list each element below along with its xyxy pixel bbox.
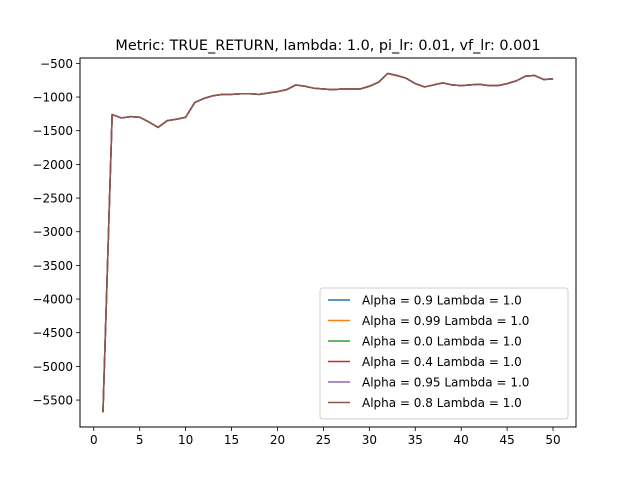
legend-label: Alpha = 0.99 Lambda = 1.0 xyxy=(362,314,529,328)
series-line xyxy=(102,72,554,413)
x-tick-label: 50 xyxy=(545,433,560,447)
legend-label: Alpha = 0.8 Lambda = 1.0 xyxy=(362,396,522,410)
legend-label: Alpha = 0.4 Lambda = 1.0 xyxy=(362,355,522,369)
legend: Alpha = 0.9 Lambda = 1.0 Alpha = 0.99 Lam… xyxy=(319,287,569,420)
y-tick-label: −3000 xyxy=(32,225,73,239)
chart-title: Metric: TRUE_RETURN, lambda: 1.0, pi_lr:… xyxy=(115,38,540,54)
x-tick-label: 25 xyxy=(316,433,331,447)
y-axis: −5500 −5000 −4500 −4000 −3500 −3000 −2500 −2000… xyxy=(32,57,80,408)
x-tick-label: 15 xyxy=(224,433,239,447)
x-tick-label: 20 xyxy=(270,433,285,447)
series-lines xyxy=(102,72,554,413)
y-tick-label: −1000 xyxy=(32,91,73,105)
y-tick-label: −3500 xyxy=(32,259,73,273)
x-tick-label: 10 xyxy=(178,433,193,447)
y-tick-label: −2500 xyxy=(32,192,73,206)
y-tick-label: −4500 xyxy=(32,326,73,340)
y-tick-label: −5000 xyxy=(32,360,73,374)
x-tick-label: 35 xyxy=(408,433,423,447)
x-tick-label: 40 xyxy=(454,433,469,447)
x-tick-label: 5 xyxy=(136,433,144,447)
legend-label: Alpha = 0.9 Lambda = 1.0 xyxy=(362,294,522,308)
y-tick-label: −5500 xyxy=(32,394,73,408)
plot-frame xyxy=(79,57,577,428)
x-tick-label: 45 xyxy=(499,433,514,447)
x-tick-label: 0 xyxy=(90,433,98,447)
y-tick-label: −4000 xyxy=(32,293,73,307)
x-axis: 0 5 10 15 20 25 30 35 40 45 50 xyxy=(90,427,561,447)
y-tick-label: −500 xyxy=(40,57,73,71)
y-tick-label: −1500 xyxy=(32,124,73,138)
legend-label: Alpha = 0.95 Lambda = 1.0 xyxy=(362,376,529,390)
legend-label: Alpha = 0.0 Lambda = 1.0 xyxy=(362,335,522,349)
y-tick-label: −2000 xyxy=(32,158,73,172)
legend-box xyxy=(319,287,569,420)
x-tick-label: 30 xyxy=(362,433,377,447)
